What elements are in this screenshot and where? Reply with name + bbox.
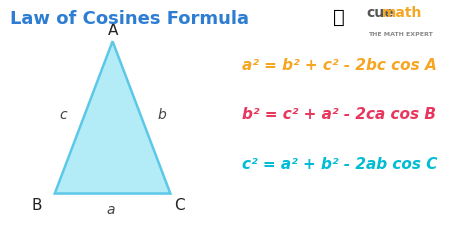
Text: math: math <box>382 6 422 20</box>
Text: c² = a² + b² - 2ab cos C: c² = a² + b² - 2ab cos C <box>242 157 437 172</box>
Text: Law of Cosines Formula: Law of Cosines Formula <box>10 11 249 28</box>
Text: c: c <box>60 108 67 121</box>
Text: cue: cue <box>366 6 394 20</box>
Polygon shape <box>55 42 170 194</box>
Text: B: B <box>32 198 42 213</box>
Text: b² = c² + a² - 2ca cos B: b² = c² + a² - 2ca cos B <box>242 107 436 122</box>
Text: a² = b² + c² - 2bc cos A: a² = b² + c² - 2bc cos A <box>242 57 436 72</box>
Text: b: b <box>157 108 166 121</box>
Text: 🚀: 🚀 <box>334 8 345 27</box>
Text: a: a <box>106 202 115 216</box>
Text: A: A <box>108 23 118 38</box>
Text: THE MATH EXPERT: THE MATH EXPERT <box>368 32 433 37</box>
Text: C: C <box>174 198 184 213</box>
